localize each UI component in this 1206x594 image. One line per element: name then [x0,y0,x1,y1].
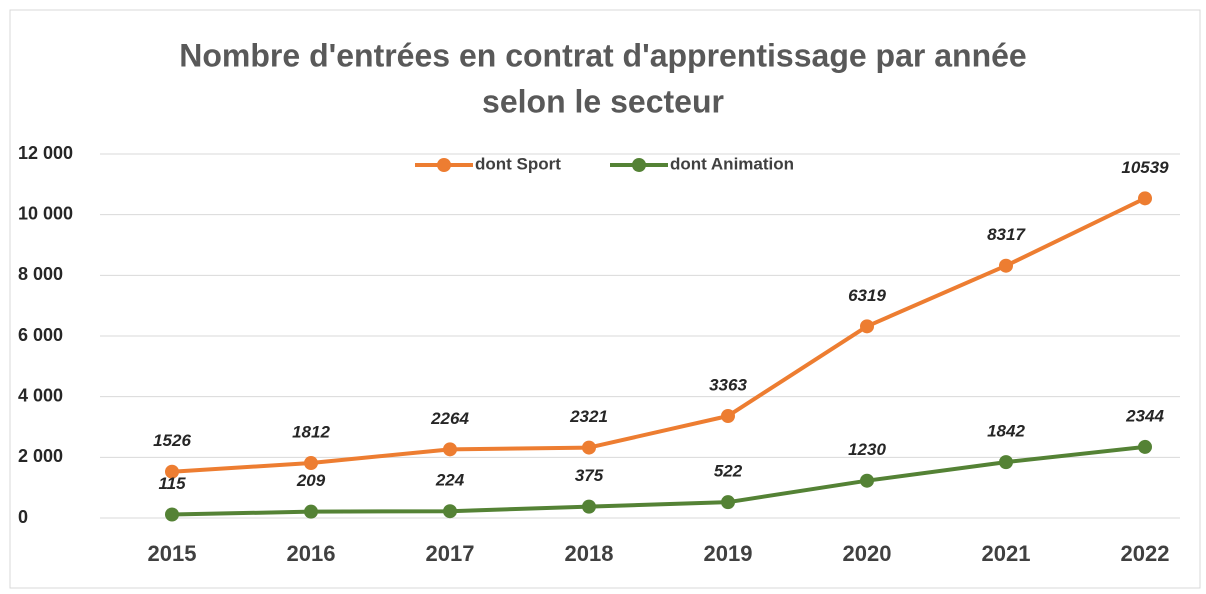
data-point [165,507,179,522]
data-point [165,464,179,479]
y-tick-label: 10 000 [18,203,73,223]
chart-title: Nombre d'entrées en contrat d'apprentiss… [179,37,1026,73]
data-label: 1812 [292,423,330,442]
data-label: 1230 [848,440,886,459]
data-point [582,499,596,514]
x-tick-label: 2021 [982,541,1031,566]
data-point [582,440,596,455]
y-tick-label: 2 000 [18,446,63,466]
data-point [721,495,735,510]
data-label: 10539 [1121,158,1169,177]
data-point [1138,439,1152,454]
data-label: 2321 [569,407,608,426]
data-point [999,258,1013,273]
y-tick-label: 4 000 [18,385,63,405]
legend-marker [632,158,646,172]
data-point [860,473,874,488]
x-tick-label: 2015 [148,541,197,566]
y-tick-label: 6 000 [18,325,63,345]
data-label: 1842 [987,422,1025,441]
data-label: 209 [296,471,326,490]
y-tick-label: 12 000 [18,143,73,163]
x-tick-label: 2022 [1121,541,1170,566]
chart-border [9,9,1201,589]
data-point [443,442,457,457]
data-label: 375 [575,466,604,485]
legend-label: dont Animation [670,154,794,173]
data-point [304,456,318,471]
data-label: 522 [714,462,743,481]
data-label: 115 [158,474,186,493]
legend-label: dont Sport [475,154,561,173]
data-point [443,504,457,519]
chart-title: selon le secteur [482,83,724,119]
x-tick-label: 2016 [287,541,336,566]
data-point [304,504,318,519]
data-point [1138,191,1152,206]
x-tick-label: 2019 [704,541,753,566]
data-label: 224 [435,471,465,490]
legend-marker [437,158,451,172]
data-label: 8317 [987,225,1026,244]
y-tick-label: 0 [18,507,28,527]
data-point [860,319,874,334]
x-tick-label: 2018 [565,541,614,566]
data-point [721,408,735,423]
data-label: 2264 [430,409,469,428]
series-line [171,196,1146,474]
y-tick-label: 8 000 [18,264,63,284]
series-line [171,444,1146,517]
data-label: 1526 [153,431,191,450]
x-tick-label: 2020 [843,541,892,566]
data-label: 6319 [848,286,886,305]
data-label: 3363 [709,375,747,394]
x-tick-label: 2017 [426,541,475,566]
data-label: 2344 [1125,406,1164,425]
data-point [999,455,1013,470]
